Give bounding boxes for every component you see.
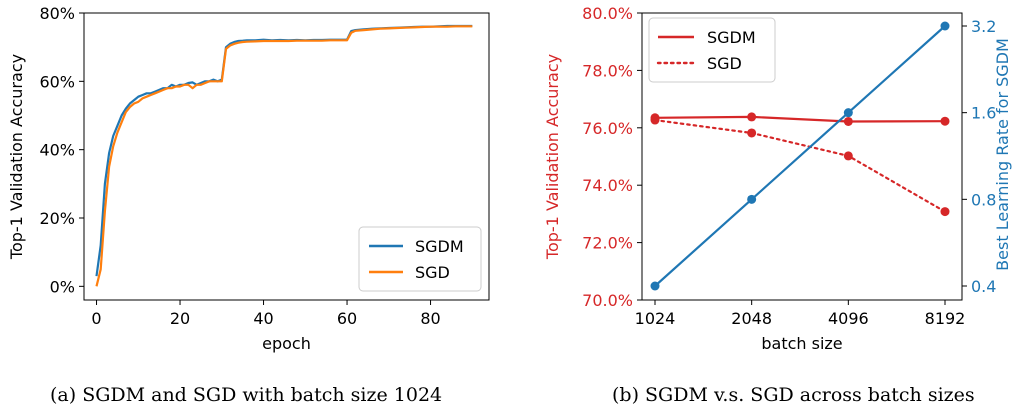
series-point-sgdm xyxy=(747,112,757,122)
legend-box xyxy=(358,226,482,292)
series-point-learning-rate xyxy=(940,21,950,31)
y-right-tick-label: 0.4 xyxy=(971,277,996,296)
series-point-sgd xyxy=(650,115,660,125)
x-axis-label: epoch xyxy=(262,334,311,353)
figure: 0 20 40 60 80 0% 20% 40% 60% 80% epoch Top-1 Valida… xyxy=(7,4,1012,353)
y-right-axis-label: Best Learning Rate for SGDM xyxy=(993,38,1012,271)
series-point-learning-rate xyxy=(747,194,757,204)
x-tick-label: 60 xyxy=(337,309,357,328)
series-line-learning-rate xyxy=(654,25,946,287)
series-point-sgd xyxy=(747,128,757,138)
y-tick-label: 80.0% xyxy=(582,4,633,23)
y-tick-label: 0% xyxy=(50,277,75,296)
legend-label-sgd: SGD xyxy=(415,263,450,282)
plot-frame xyxy=(641,12,963,301)
series-point-sgdm xyxy=(940,116,950,126)
plot-frame xyxy=(83,12,490,301)
chart-b: 1024 2048 4096 8192 70.0% 72.0% 74.0% 76.0% 78.0… xyxy=(543,4,1012,353)
y-tick-label: 20% xyxy=(39,209,75,228)
y-tick-label: 40% xyxy=(39,141,75,160)
series-point-learning-rate xyxy=(650,281,660,291)
series-point-learning-rate xyxy=(843,108,853,118)
series-line-sgd xyxy=(95,25,473,287)
x-tick-label: 0 xyxy=(91,309,101,328)
series-point-sgd xyxy=(940,207,950,217)
y-right-tick-label: 1.6 xyxy=(971,104,996,123)
x-tick-label: 4096 xyxy=(828,309,869,328)
x-tick-label: 40 xyxy=(253,309,273,328)
legend-label-sgdm: SGDM xyxy=(707,28,756,47)
y-tick-label: 80% xyxy=(39,4,75,23)
series-line-sgd xyxy=(653,118,947,213)
caption-b: (b) SGDM v.s. SGD across batch sizes xyxy=(612,384,975,406)
x-tick-label: 20 xyxy=(170,309,190,328)
y-tick-label: 74.0% xyxy=(582,176,633,195)
y-tick-label: 70.0% xyxy=(582,291,633,310)
y-tick-label: 76.0% xyxy=(582,119,633,138)
y-axis-label: Top-1 Validation Accuracy xyxy=(543,54,562,260)
series-line-sgdm xyxy=(654,115,946,123)
x-tick-label: 1024 xyxy=(635,309,676,328)
x-tick-label: 80 xyxy=(420,309,440,328)
y-tick-label: 72.0% xyxy=(582,234,633,253)
x-axis-label: batch size xyxy=(761,334,842,353)
y-right-tick-label: 3.2 xyxy=(971,17,996,36)
series-point-sgdm xyxy=(843,116,853,126)
y-tick-label: 60% xyxy=(39,72,75,91)
y-axis-label: Top-1 Validation Accuracy xyxy=(7,54,26,260)
legend-label-sgd: SGD xyxy=(707,54,742,73)
x-tick-label: 2048 xyxy=(731,309,772,328)
y-tick-label: 78.0% xyxy=(582,61,633,80)
x-tick-label: 8192 xyxy=(925,309,966,328)
chart-a: 0 20 40 60 80 0% 20% 40% 60% 80% epoch Top-1 Valida… xyxy=(7,4,490,353)
caption-a: (a) SGDM and SGD with batch size 1024 xyxy=(50,384,443,406)
y-right-tick-label: 0.8 xyxy=(971,190,996,209)
legend-box xyxy=(648,17,776,83)
series-point-sgd xyxy=(843,151,853,161)
legend-label-sgdm: SGDM xyxy=(415,237,464,256)
